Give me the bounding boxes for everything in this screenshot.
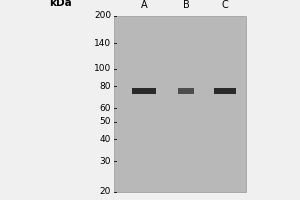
- Text: 60: 60: [100, 104, 111, 113]
- Text: 200: 200: [94, 11, 111, 21]
- Text: 80: 80: [100, 82, 111, 91]
- Text: A: A: [141, 0, 147, 10]
- Text: 100: 100: [94, 64, 111, 73]
- Text: 30: 30: [100, 157, 111, 166]
- Text: 40: 40: [100, 135, 111, 144]
- Bar: [178, 88, 194, 94]
- Bar: [132, 88, 156, 94]
- Text: C: C: [222, 0, 228, 10]
- Text: B: B: [183, 0, 189, 10]
- Text: kDa: kDa: [49, 0, 71, 8]
- Text: 140: 140: [94, 39, 111, 48]
- Text: 50: 50: [100, 117, 111, 126]
- Bar: [214, 88, 236, 94]
- Bar: [114, 16, 246, 192]
- Text: 20: 20: [100, 188, 111, 196]
